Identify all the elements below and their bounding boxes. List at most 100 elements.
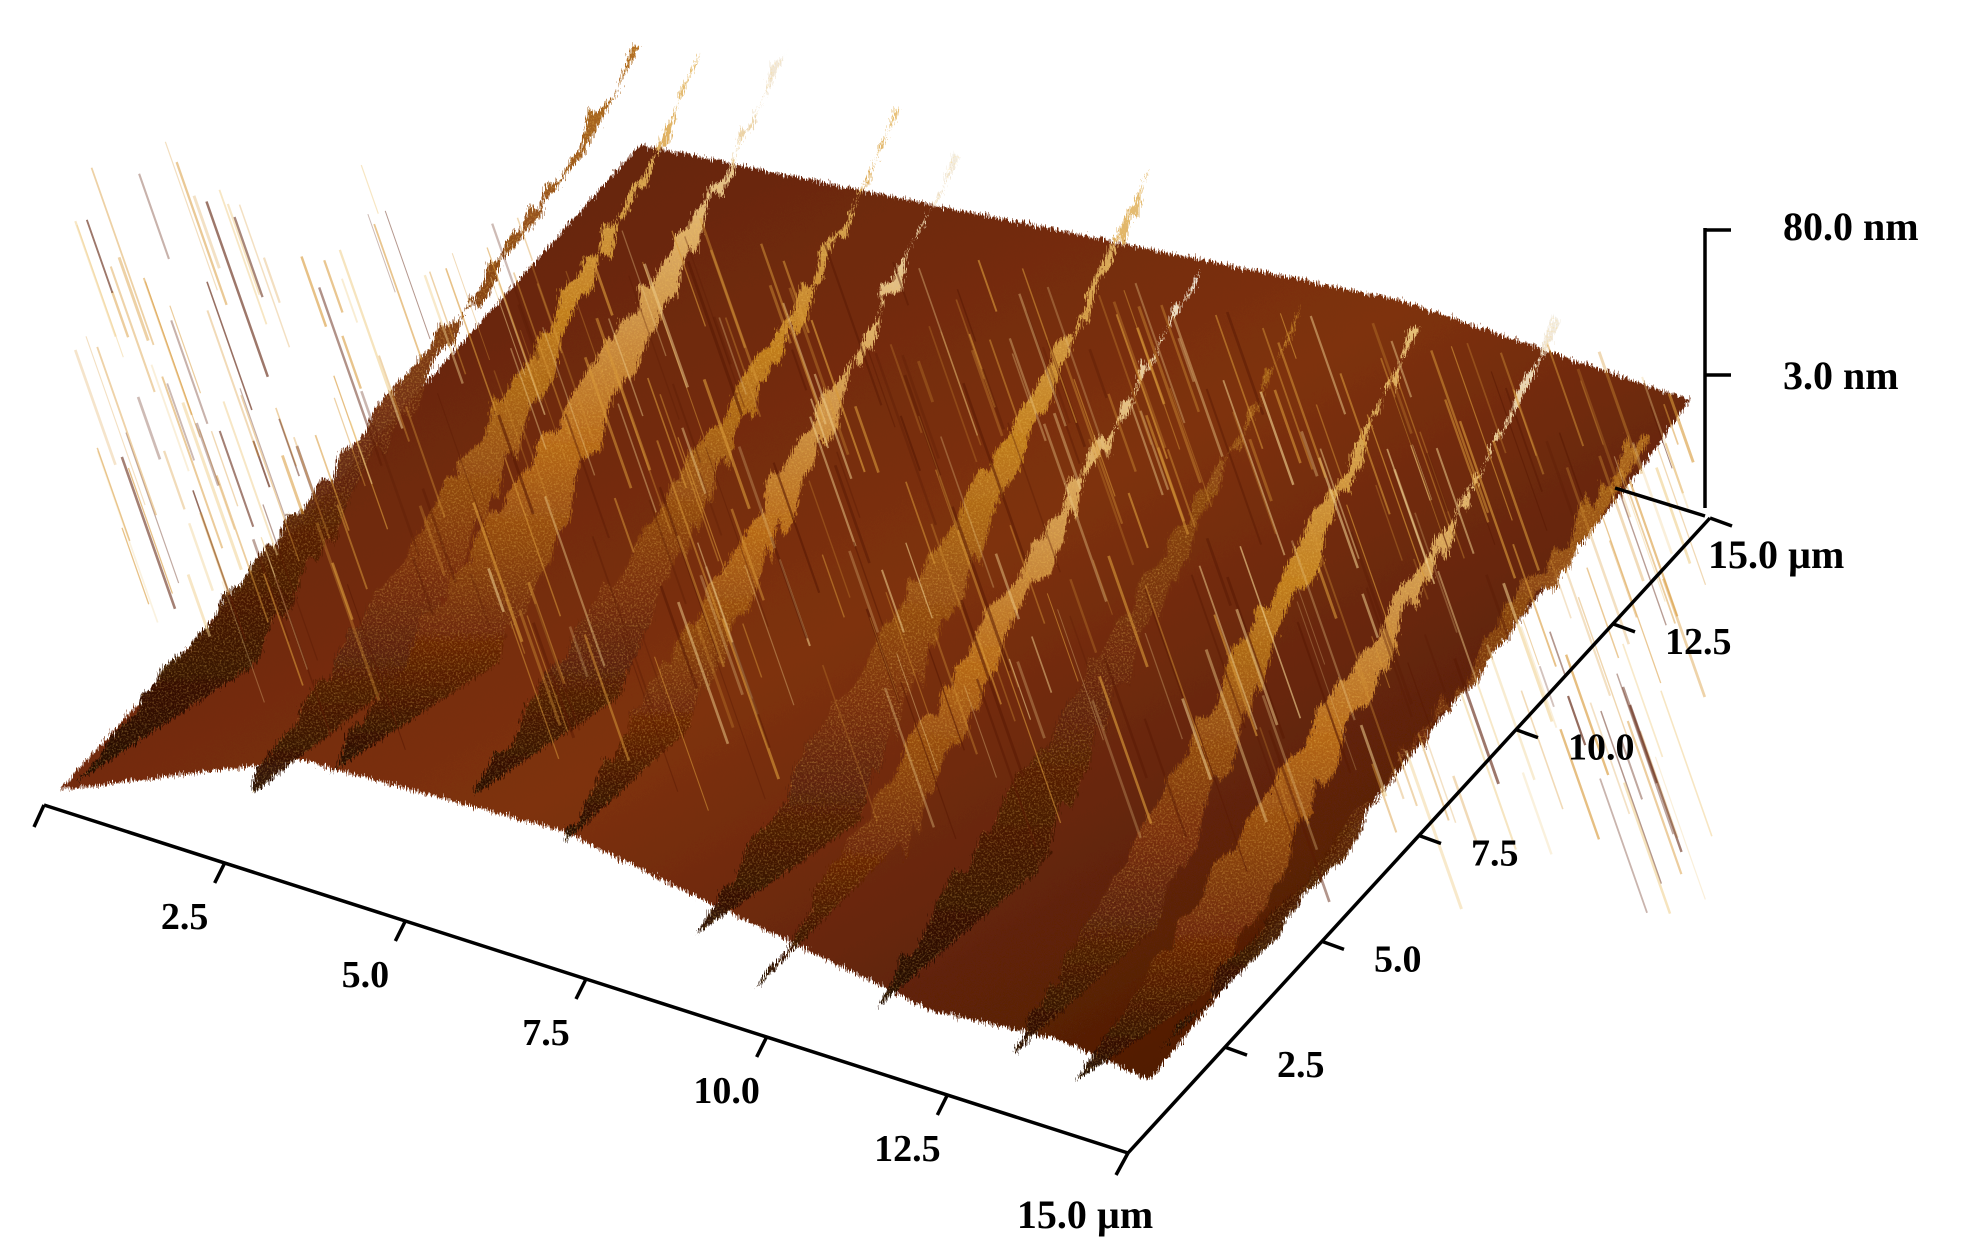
x-tick [32,804,46,828]
surface-streak [262,573,304,686]
surface-streak [188,522,214,592]
surface-streak [536,283,563,354]
x-tick-label: 7.5 [522,1012,570,1054]
surface-streak [226,203,261,296]
surface-streak [1057,609,1104,741]
surface-streak [373,223,423,361]
surface-streak [1460,693,1517,850]
surface-streak [341,278,359,323]
surface-streak [702,378,751,510]
surface-streak [934,469,990,620]
surface-streak [451,253,491,361]
axes [32,228,1733,1176]
surface-streak [1123,290,1181,450]
surface-streak [1419,431,1465,559]
surface-streak [1268,729,1331,903]
surface-streak [1139,410,1170,491]
surface-streak [293,436,331,539]
surface-streak [181,401,243,571]
surface-streak [1088,348,1108,399]
surface-streak [428,271,467,375]
x-tick [755,1036,769,1058]
surface-streak [1007,422,1062,573]
surface-streak [709,249,747,349]
surface-streak [1198,565,1258,730]
surface-streak [318,287,383,467]
surface-streak [1423,733,1457,823]
surface-streak [1000,639,1020,688]
surface-streak [1205,388,1263,545]
surface-streak [1143,718,1188,838]
surface-streak [889,343,923,434]
surface-streak [1512,389,1537,457]
surface-streak [1656,447,1707,586]
surface-streak [960,599,1025,778]
surface-streak [1169,387,1213,508]
surface-streak [1620,739,1644,800]
surface-streak [1559,728,1601,840]
surface-streak [1160,304,1200,413]
surface-streak [1239,546,1302,719]
surface-texture [876,306,1300,1008]
surface-streak [1597,351,1644,475]
surface-streak [768,284,792,344]
surface-streak [1485,574,1511,642]
surface-streak [962,382,1027,560]
surface-streak [742,623,763,678]
surface-streak [636,619,670,712]
surface-streak [1319,448,1360,560]
surface-streak [1649,405,1673,469]
x-tick-label: 2.5 [161,896,209,938]
surface-streak [490,277,526,376]
surface-streak [360,164,379,214]
surface-streak [1444,399,1490,523]
surface-streak [206,310,260,457]
surface-streak [1430,350,1490,514]
surface-streak [731,641,771,749]
surface-streak [74,349,117,466]
surface-streak [491,223,541,359]
surface-streak [1538,665,1555,708]
surface-streak [169,305,202,394]
surface-streak [486,247,539,394]
surface-streak [903,374,942,476]
surface-streak [1545,440,1575,517]
surface-streak [1423,634,1447,693]
surface-streak [1453,657,1500,785]
surface-streak [1567,695,1587,746]
surface-streak [349,420,373,485]
surface-streak [714,656,766,800]
surface-streak [1492,440,1540,571]
surface-streak [900,681,957,840]
surface-streak [595,317,652,471]
surface-streak [808,480,851,598]
y-tick [1709,516,1733,528]
surface-streak [1248,438,1273,502]
surface-streak [1144,584,1203,747]
surface-streak [993,662,1016,722]
surface-streak [721,618,781,780]
surface-streak [810,319,866,473]
surface-streak [384,210,431,340]
surface-streak [1009,524,1046,624]
y-tick [1321,939,1345,951]
surface-streak [161,376,224,549]
surface-streak [323,259,344,313]
surface-streak [1226,576,1286,740]
surface-streak [1664,442,1684,494]
surface-streak [497,414,535,515]
surface-streak [218,189,268,325]
surface-streak [121,527,150,605]
surface-streak [1616,673,1674,835]
surface-streak [516,217,534,261]
surface-streak [1565,467,1631,645]
surface-streak [518,609,562,727]
surface-streak [346,584,406,751]
surface-streak [1145,414,1190,535]
surface-streak [854,405,880,474]
surface-streak [1458,420,1517,579]
surface-streak [300,256,328,328]
surface-streak [509,621,560,760]
surface-streak [1046,286,1109,457]
surface-streak [975,678,1037,848]
